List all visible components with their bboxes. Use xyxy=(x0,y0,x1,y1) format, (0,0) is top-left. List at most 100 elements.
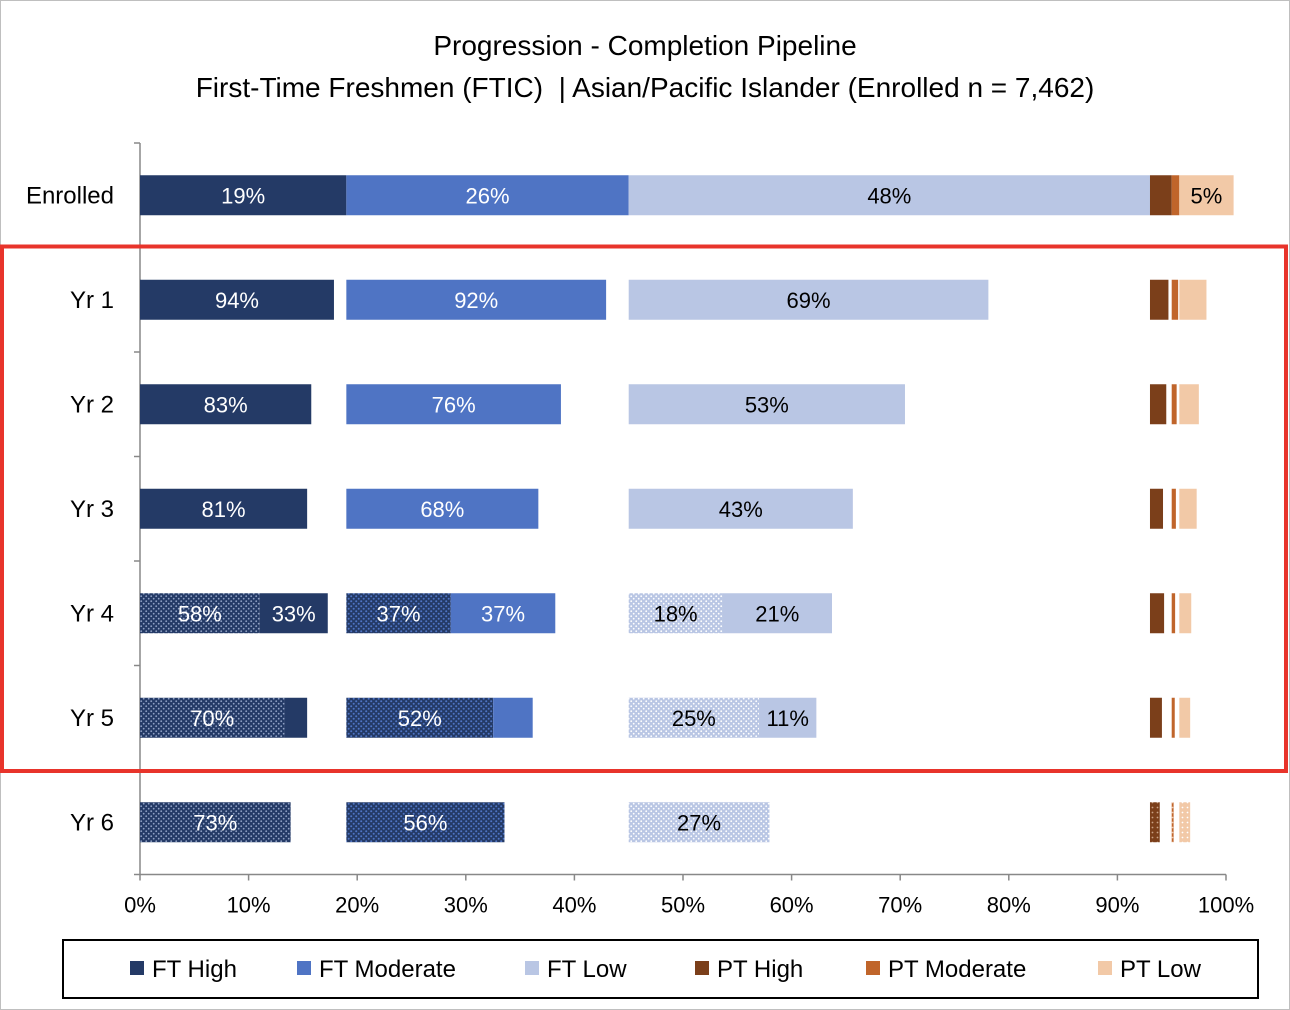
legend-swatch-pt-high xyxy=(695,961,709,975)
x-tick-label: 40% xyxy=(552,893,596,918)
bar-retained-yr-2-pt-low xyxy=(1179,384,1199,425)
bar-enrolled-ft-high xyxy=(140,175,347,216)
bar-retained-yr-4-ft-low xyxy=(722,593,832,634)
x-tick-label: 0% xyxy=(124,893,156,918)
bar-completed-yr-6-pt-moderate xyxy=(1171,802,1174,843)
bar-completed-yr-5-ft-moderate xyxy=(346,697,494,738)
bar-enrolled-pt-high xyxy=(1149,175,1172,216)
bar-retained-yr-2-pt-high xyxy=(1149,384,1167,425)
bar-retained-yr-2-pt-moderate xyxy=(1171,384,1177,425)
bar-retained-yr-3-pt-moderate xyxy=(1171,488,1176,529)
bar-retained-yr-5-ft-high xyxy=(284,697,308,738)
bar-completed-yr-4-ft-high xyxy=(140,593,260,634)
bar-enrolled-pt-low xyxy=(1179,175,1234,216)
x-tick-label: 20% xyxy=(335,893,379,918)
x-tick-label: 30% xyxy=(444,893,488,918)
x-tick-label: 90% xyxy=(1095,893,1139,918)
legend-label-pt-moderate: PT Moderate xyxy=(888,956,1026,983)
bar-retained-yr-4-pt-low xyxy=(1179,593,1192,634)
bar-enrolled-ft-low xyxy=(628,175,1150,216)
legend-label-ft-high: FT High xyxy=(152,956,237,983)
bar-label-completed-yr-5-ft-high: 70% xyxy=(190,706,234,731)
x-tick-label: 70% xyxy=(878,893,922,918)
x-tick-label: 50% xyxy=(661,893,705,918)
bar-retained-yr-5-ft-low xyxy=(759,697,817,738)
legend-label-ft-low: FT Low xyxy=(547,956,627,983)
legend-box xyxy=(62,939,1259,999)
bar-completed-yr-6-pt-high xyxy=(1149,802,1160,843)
category-label-yr-2: Yr 2 xyxy=(70,391,114,418)
bar-label-retained-yr-4-ft-moderate: 37% xyxy=(481,601,525,626)
highlight-box xyxy=(0,244,1288,773)
bar-retained-yr-4-pt-moderate xyxy=(1171,593,1176,634)
bar-label-enrolled-ft-moderate: 26% xyxy=(465,183,509,208)
legend-swatch-ft-moderate xyxy=(297,961,311,975)
x-tick-label: 80% xyxy=(987,893,1031,918)
bar-label-retained-yr-3-ft-high: 81% xyxy=(202,497,246,522)
legend-swatch-pt-low xyxy=(1098,961,1112,975)
bar-label-completed-yr-6-ft-moderate: 56% xyxy=(403,810,447,835)
bar-label-enrolled-ft-low: 48% xyxy=(867,183,911,208)
bar-retained-yr-3-ft-low xyxy=(628,488,853,529)
bar-retained-yr-5-ft-moderate xyxy=(493,697,533,738)
bar-label-retained-yr-5-ft-low: 11% xyxy=(766,706,808,731)
bar-retained-yr-1-ft-high xyxy=(140,279,334,320)
legend-swatch-ft-high xyxy=(130,961,144,975)
bar-retained-yr-2-ft-moderate xyxy=(346,384,561,425)
bar-label-retained-yr-2-ft-low: 53% xyxy=(745,392,789,417)
bar-completed-yr-4-ft-moderate xyxy=(346,593,451,634)
bar-label-retained-yr-4-ft-low: 21% xyxy=(755,601,799,626)
bar-completed-yr-6-pt-low xyxy=(1179,802,1191,843)
bar-retained-yr-1-pt-high xyxy=(1149,279,1169,320)
bar-label-retained-yr-2-ft-high: 83% xyxy=(204,392,248,417)
bar-retained-yr-3-ft-high xyxy=(140,488,308,529)
category-label-yr-5: Yr 5 xyxy=(70,705,114,732)
bar-completed-yr-6-ft-high xyxy=(140,802,291,843)
legend-swatch-pt-moderate xyxy=(866,961,880,975)
x-tick-label: 100% xyxy=(1198,893,1254,918)
bar-label-completed-yr-4-ft-moderate: 37% xyxy=(377,601,421,626)
x-tick-label: 60% xyxy=(770,893,814,918)
chart-subtitle: First-Time Freshmen (FTIC) | Asian/Pacif… xyxy=(196,72,1095,103)
bar-retained-yr-2-ft-low xyxy=(628,384,905,425)
bar-label-retained-yr-1-ft-moderate: 92% xyxy=(454,288,498,313)
legend-label-pt-low: PT Low xyxy=(1120,956,1202,983)
bar-completed-yr-5-ft-low xyxy=(628,697,760,738)
bar-enrolled-pt-moderate xyxy=(1171,175,1180,216)
plot-area: 0% 10% 20% 30% 40% 50% 60% 70% 80% 90% 100% Enrolle… xyxy=(0,142,1288,918)
bar-label-retained-yr-2-ft-moderate: 76% xyxy=(432,392,476,417)
legend-label-pt-high: PT High xyxy=(717,956,803,983)
bar-label-completed-yr-5-ft-moderate: 52% xyxy=(398,706,442,731)
legend-swatch-ft-low xyxy=(525,961,539,975)
bar-retained-yr-4-ft-moderate xyxy=(450,593,556,634)
bar-retained-yr-5-pt-high xyxy=(1149,697,1162,738)
bar-label-completed-yr-4-ft-low: 18% xyxy=(654,601,698,626)
bar-label-retained-yr-1-ft-high: 94% xyxy=(215,288,259,313)
bar-label-retained-yr-3-ft-low: 43% xyxy=(719,497,763,522)
bar-label-completed-yr-4-ft-high: 58% xyxy=(178,601,222,626)
bar-completed-yr-5-ft-high xyxy=(140,697,285,738)
chart-title: Progression - Completion Pipeline xyxy=(433,30,856,61)
bar-label-completed-yr-5-ft-low: 25% xyxy=(672,706,716,731)
bar-label-completed-yr-6-ft-high: 73% xyxy=(193,810,237,835)
category-label-yr-1: Yr 1 xyxy=(70,287,114,314)
bar-retained-yr-2-ft-high xyxy=(140,384,312,425)
bar-retained-yr-3-pt-low xyxy=(1179,488,1197,529)
category-label-yr-4: Yr 4 xyxy=(70,600,114,627)
bar-retained-yr-3-ft-moderate xyxy=(346,488,539,529)
bar-enrolled-ft-moderate xyxy=(346,175,629,216)
bar-label-enrolled-ft-high: 19% xyxy=(221,183,265,208)
x-tick-label: 10% xyxy=(227,893,271,918)
bar-completed-yr-4-ft-low xyxy=(628,593,723,634)
bar-label-retained-yr-1-ft-low: 69% xyxy=(787,288,831,313)
legend-label-ft-moderate: FT Moderate xyxy=(319,956,456,983)
bar-completed-yr-6-ft-low xyxy=(628,802,770,843)
bar-retained-yr-1-ft-moderate xyxy=(346,279,607,320)
bar-retained-yr-1-ft-low xyxy=(628,279,989,320)
bar-label-retained-yr-3-ft-moderate: 68% xyxy=(420,497,464,522)
bar-completed-yr-6-ft-moderate xyxy=(346,802,505,843)
bar-retained-yr-3-pt-high xyxy=(1149,488,1164,529)
bar-label-enrolled-pt-low: 5% xyxy=(1191,183,1223,208)
bar-retained-yr-5-pt-low xyxy=(1179,697,1191,738)
